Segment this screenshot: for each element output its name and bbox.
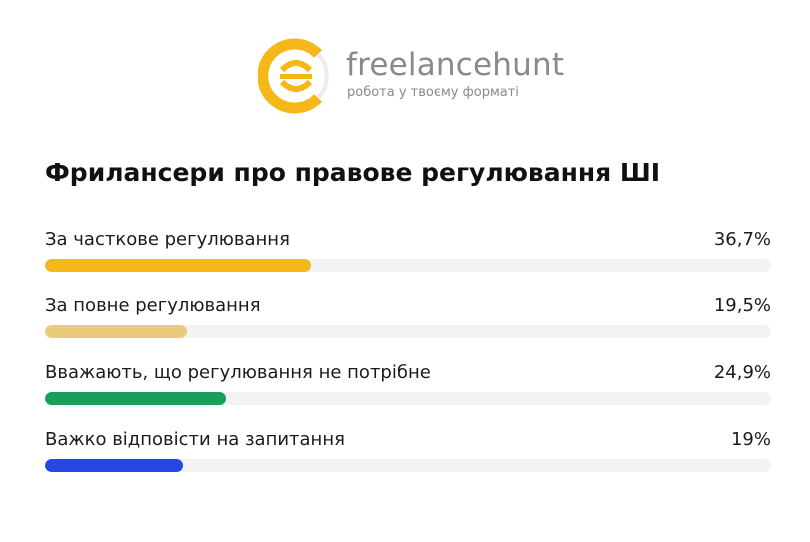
bar [45,259,311,272]
brand-name: freelancehunt [346,47,565,83]
bar-row: Важко відповісти на запитання 19% [45,429,771,479]
bar-track [45,392,771,405]
freelancehunt-logo-icon [258,38,329,114]
bar-row: Вважають, що регулювання не потрібне 24,… [45,362,771,412]
bar-track [45,259,771,272]
bar [45,325,187,338]
bar-track [45,459,771,472]
brand-tagline: робота у твоєму форматі [347,85,519,100]
bar-label: Вважають, що регулювання не потрібне [45,362,431,383]
bar-label: За повне регулювання [45,295,261,316]
bar-value-label: 36,7% [713,229,771,250]
bar-value-label: 24,9% [713,362,771,383]
bar [45,459,183,472]
chart-title: Фрилансери про правове регулювання ШІ [45,158,661,187]
bar-row: За повне регулювання 19,5% [45,295,771,345]
bar-value-label: 19% [730,429,771,450]
bar [45,392,226,405]
bar-label: Важко відповісти на запитання [45,429,345,450]
bar-label: За часткове регулювання [45,229,290,250]
bar-track [45,325,771,338]
freelancehunt-logo: freelancehunt робота у твоєму форматі [258,38,564,114]
bar-value-label: 19,5% [713,295,771,316]
bar-row: За часткове регулювання 36,7% [45,229,771,279]
